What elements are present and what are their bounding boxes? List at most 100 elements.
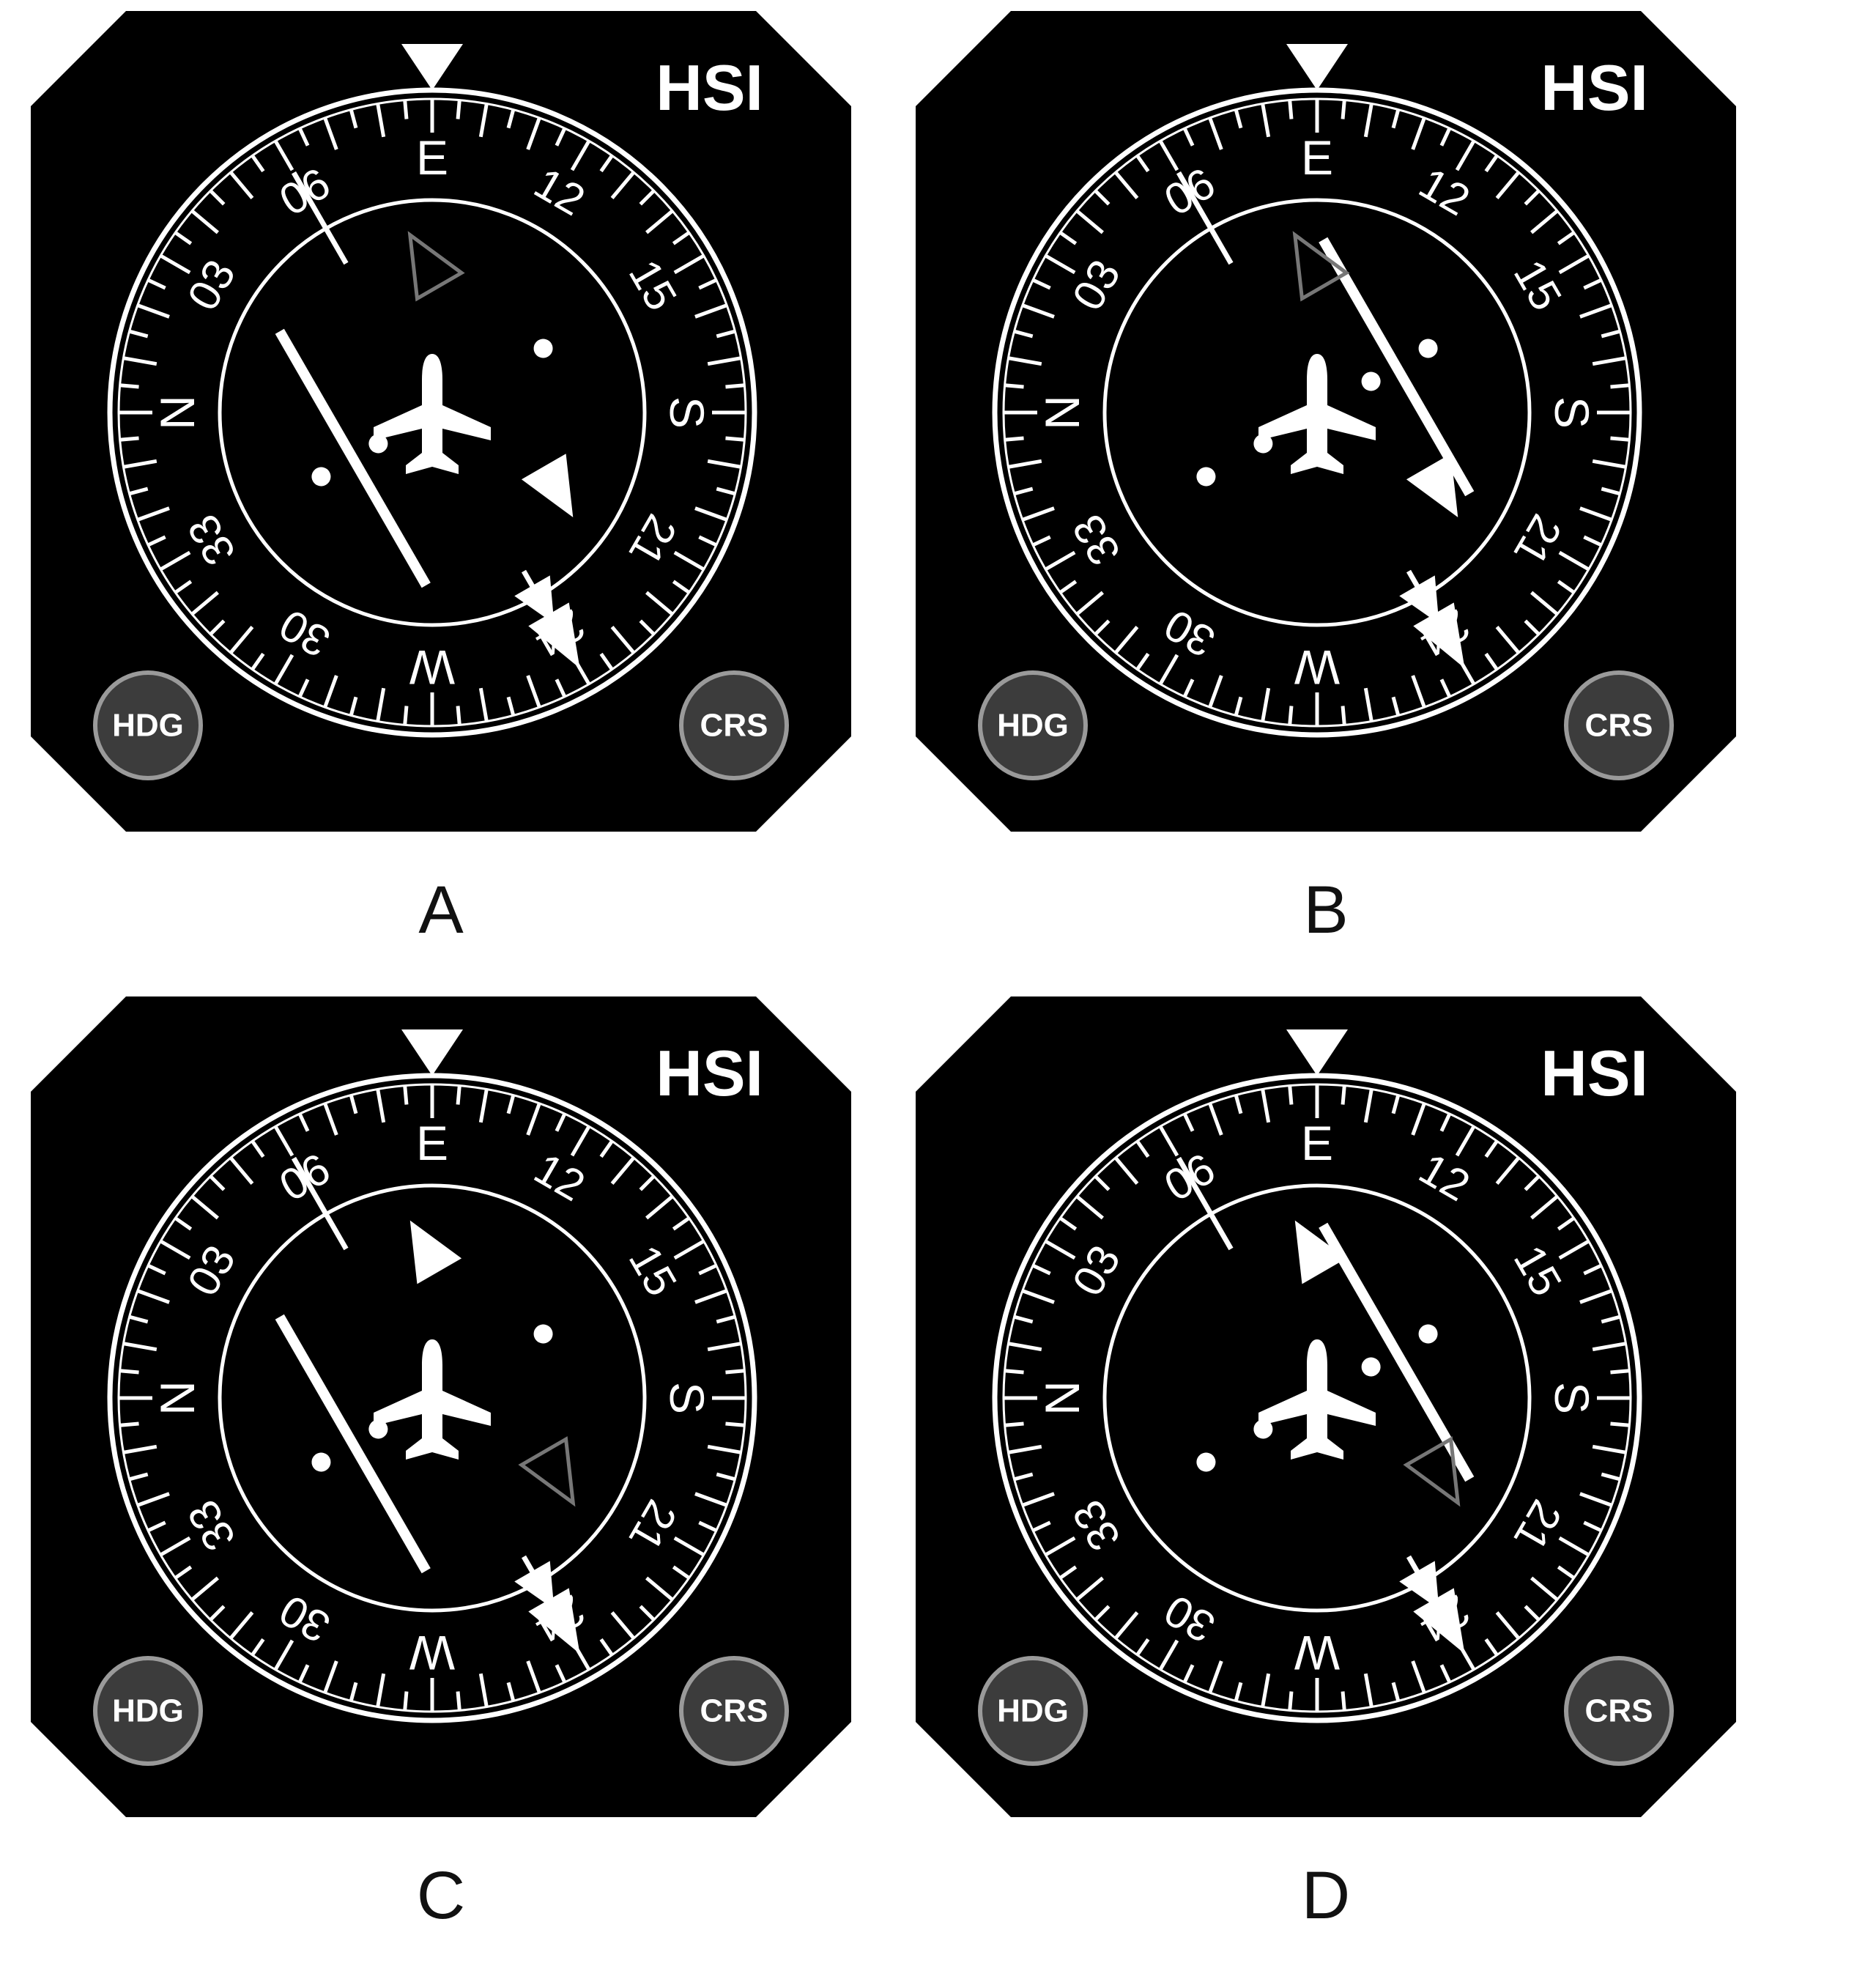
course-knob-face bbox=[1564, 670, 1674, 780]
compass-tick bbox=[555, 678, 567, 698]
to-indicator-icon bbox=[1292, 231, 1350, 302]
compass-tick bbox=[707, 356, 741, 366]
deviation-dot bbox=[533, 1324, 553, 1344]
heading-knob[interactable]: HDG bbox=[978, 670, 1088, 780]
compass-tick bbox=[1579, 1289, 1613, 1304]
compass-tick bbox=[160, 550, 191, 572]
compass-tick bbox=[229, 171, 254, 199]
compass-tick bbox=[526, 117, 541, 150]
compass-tick bbox=[639, 1605, 656, 1622]
compass-tick bbox=[610, 1611, 636, 1640]
compass-tick bbox=[1013, 487, 1034, 496]
compass-tick bbox=[1008, 1444, 1042, 1454]
compass-tick bbox=[1288, 1691, 1294, 1711]
compass-tick bbox=[1524, 189, 1541, 206]
compass-label: N bbox=[150, 1380, 204, 1416]
compass-tick bbox=[123, 356, 157, 366]
compass-tick bbox=[506, 696, 516, 717]
compass-tick bbox=[456, 706, 461, 725]
heading-knob[interactable]: HDG bbox=[93, 670, 203, 780]
compass-tick bbox=[673, 254, 705, 275]
course-knob-face bbox=[679, 1656, 789, 1766]
compass-tick bbox=[1583, 278, 1602, 290]
compass-tick bbox=[555, 1113, 567, 1132]
deviation-dot bbox=[1253, 1419, 1273, 1439]
compass-tick bbox=[1484, 1139, 1499, 1158]
compass-tick bbox=[1411, 1102, 1426, 1136]
compass-tick bbox=[1411, 1660, 1426, 1694]
compass-tick bbox=[1032, 278, 1051, 290]
compass-tick bbox=[673, 1239, 705, 1260]
compass-tick bbox=[1592, 1444, 1626, 1454]
compass-outer-ring bbox=[992, 1073, 1642, 1723]
compass-tick bbox=[1094, 1605, 1111, 1622]
compass-tick bbox=[160, 1536, 191, 1557]
compass-tick bbox=[123, 1342, 157, 1352]
compass-tick bbox=[1158, 1125, 1179, 1157]
compass-tick bbox=[403, 1691, 409, 1711]
deviation-dot bbox=[1196, 467, 1216, 487]
compass-ticks bbox=[119, 99, 746, 726]
compass-tick bbox=[1610, 1369, 1630, 1375]
compass-label: W bbox=[409, 640, 455, 695]
compass-tick bbox=[725, 436, 745, 442]
hsi-panel-a: HSIE1215S2124W3033N0306HDGCRS A bbox=[31, 11, 851, 947]
compass-tick bbox=[1557, 1216, 1576, 1231]
compass-tick bbox=[1288, 706, 1294, 725]
compass-tick bbox=[1158, 654, 1179, 685]
compass-label: E bbox=[1301, 130, 1333, 185]
aircraft-body bbox=[374, 354, 491, 474]
compass-tick bbox=[1094, 619, 1111, 636]
compass-tick bbox=[160, 1239, 191, 1260]
compass-tick bbox=[123, 459, 157, 469]
deviation-dot bbox=[1361, 371, 1381, 391]
panel-label-d: D bbox=[1301, 1858, 1351, 1933]
compass-tick bbox=[725, 1369, 745, 1375]
course-arrow-icon bbox=[1399, 1561, 1439, 1610]
cdi-deflection-bar bbox=[275, 328, 431, 588]
course-knob[interactable]: CRS bbox=[679, 670, 789, 780]
compass-tick bbox=[174, 231, 193, 245]
compass-tick bbox=[1075, 209, 1104, 234]
compass-label: N bbox=[1035, 1380, 1089, 1416]
compass-tick bbox=[1341, 1691, 1346, 1711]
compass-tick bbox=[273, 654, 294, 685]
course-knob-face bbox=[1564, 1656, 1674, 1766]
heading-knob-label: HDG bbox=[112, 708, 184, 744]
compass-tick bbox=[506, 1682, 516, 1702]
compass-tick bbox=[1455, 1125, 1476, 1157]
compass-tick bbox=[639, 619, 656, 636]
course-knob[interactable]: CRS bbox=[1564, 670, 1674, 780]
course-knob[interactable]: CRS bbox=[679, 1656, 789, 1766]
compass-tick bbox=[716, 1314, 736, 1324]
compass-tick bbox=[599, 1139, 614, 1158]
compass-tick bbox=[698, 1263, 717, 1276]
compass-tick bbox=[1601, 1472, 1621, 1482]
heading-knob[interactable]: HDG bbox=[978, 1656, 1088, 1766]
course-arrow-icon bbox=[528, 602, 580, 669]
compass-tick bbox=[147, 1520, 166, 1533]
course-knob[interactable]: CRS bbox=[1564, 1656, 1674, 1766]
compass-tick bbox=[1234, 1682, 1243, 1702]
heading-knob[interactable]: HDG bbox=[93, 1656, 203, 1766]
compass-tick bbox=[570, 140, 591, 171]
compass-tick bbox=[698, 1520, 717, 1533]
compass-tick bbox=[555, 127, 567, 147]
compass-tick bbox=[1234, 696, 1243, 717]
compass-tick bbox=[128, 1472, 149, 1482]
compass-tick bbox=[251, 1139, 265, 1158]
aircraft-body bbox=[1258, 354, 1376, 474]
heading-knob-label: HDG bbox=[997, 1693, 1069, 1729]
compass-tick bbox=[1008, 356, 1042, 366]
heading-knob-label: HDG bbox=[997, 708, 1069, 744]
compass-tick bbox=[1032, 1520, 1051, 1533]
compass-tick bbox=[1075, 1194, 1104, 1220]
heading-knob-label: HDG bbox=[112, 1693, 184, 1729]
compass-tick bbox=[1592, 356, 1626, 366]
heading-knob-face bbox=[978, 1656, 1088, 1766]
from-indicator-icon bbox=[521, 454, 574, 518]
compass-tick bbox=[1579, 506, 1613, 522]
compass-tick bbox=[1075, 1576, 1104, 1602]
deviation-dot bbox=[1253, 434, 1273, 454]
compass-tick bbox=[1455, 140, 1476, 171]
